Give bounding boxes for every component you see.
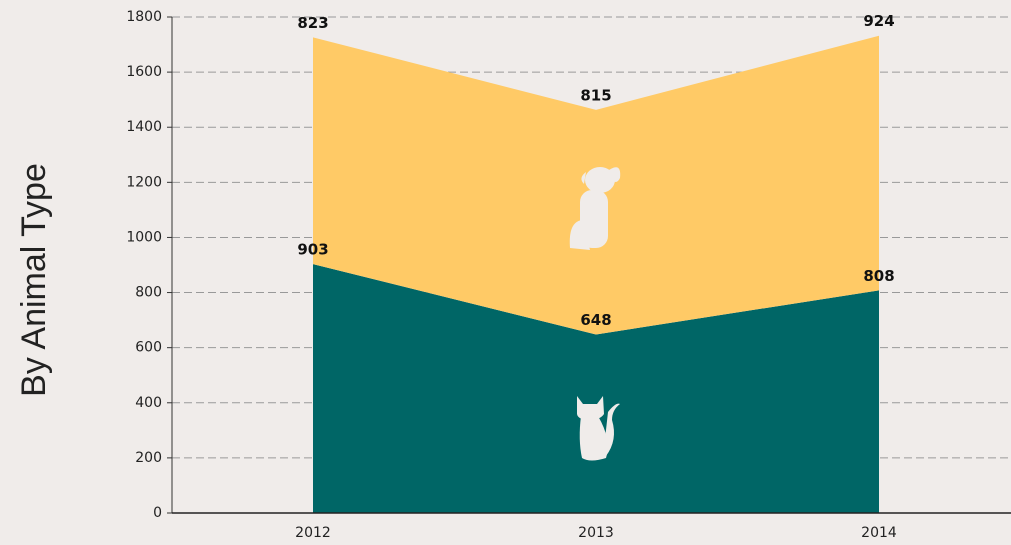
y-tick-label: 1400 bbox=[126, 119, 162, 135]
value-label: 903 bbox=[297, 241, 328, 259]
labels: 0 200 400 600 800 1000 1200 1400 1600 1800 2012 201… bbox=[126, 9, 1011, 541]
dog-icon bbox=[569, 167, 621, 250]
y-tick-label: 800 bbox=[135, 285, 162, 301]
y-tick-label: 1800 bbox=[126, 9, 162, 25]
chart-title: By Animal Type bbox=[15, 163, 53, 397]
value-label: 924 bbox=[863, 12, 894, 30]
y-tick-label: 1200 bbox=[126, 174, 162, 190]
y-tick-label: 200 bbox=[135, 450, 162, 466]
value-label: 648 bbox=[580, 311, 611, 329]
y-tick-label: 400 bbox=[135, 395, 162, 411]
cat-icon bbox=[577, 396, 620, 461]
icons bbox=[569, 167, 621, 461]
y-tick-label: 600 bbox=[135, 340, 162, 356]
y-tick-label: 1000 bbox=[126, 229, 162, 245]
y-tick-label: 1600 bbox=[126, 64, 162, 80]
value-label: 823 bbox=[297, 14, 328, 32]
area bbox=[313, 264, 879, 513]
value-label: 815 bbox=[580, 86, 611, 104]
x-tick-label: 2012 bbox=[295, 525, 331, 541]
x-tick-label: 2013 bbox=[578, 525, 614, 541]
x-tick-label: 2014 bbox=[861, 525, 897, 541]
y-tick-label: 0 bbox=[153, 505, 162, 521]
value-label: 808 bbox=[863, 267, 894, 285]
